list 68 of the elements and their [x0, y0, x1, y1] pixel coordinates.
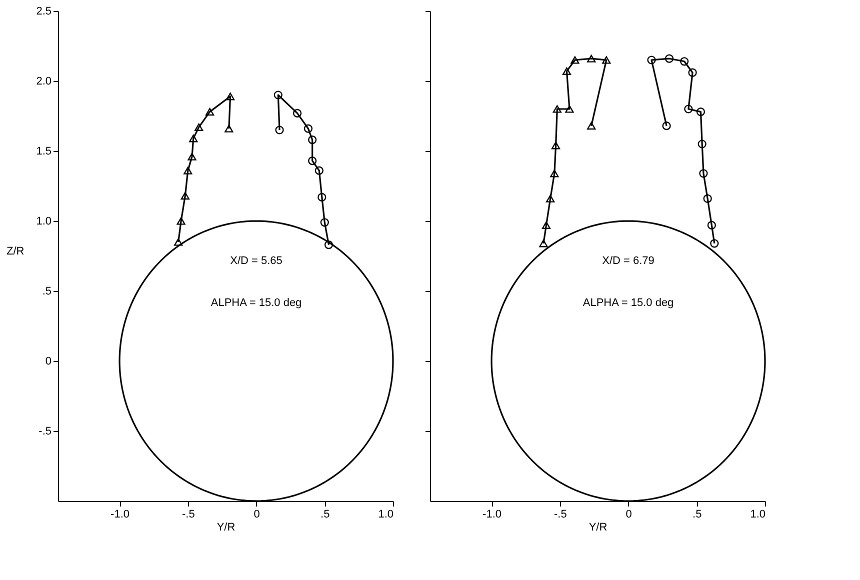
point [698, 140, 706, 148]
y-tick-label: .5 [42, 286, 52, 298]
x-tick-label: 0 [626, 508, 632, 520]
y-tick-label: 0 [45, 356, 52, 368]
point [565, 105, 574, 113]
point [587, 122, 596, 130]
point [176, 217, 186, 225]
point [275, 126, 284, 134]
point [189, 134, 198, 142]
point [696, 108, 706, 116]
point [539, 240, 548, 248]
point [680, 57, 689, 66]
y-tick-label: 2.5 [36, 6, 52, 18]
point [552, 105, 562, 113]
point [274, 90, 282, 100]
point [314, 166, 324, 175]
point [688, 68, 697, 77]
y-axis-title: Z/R [6, 246, 24, 258]
point [320, 218, 329, 227]
x-tick-label: .5 [320, 508, 330, 520]
point [184, 166, 192, 174]
point [308, 156, 317, 166]
point [308, 136, 317, 144]
point [205, 108, 214, 116]
point [292, 108, 302, 118]
point [710, 239, 719, 248]
point [647, 56, 656, 64]
point [546, 194, 555, 202]
point [664, 54, 674, 63]
y-tick-label: 1.0 [36, 216, 52, 228]
x-tick-label: -1.0 [110, 508, 130, 520]
x-tick-label: -1.0 [482, 508, 502, 520]
point [304, 124, 313, 133]
x-axis-title: Y/R [588, 522, 608, 534]
x-tick-label: 1.0 [750, 508, 766, 520]
y-tick-label: -.5 [38, 426, 52, 438]
point [174, 238, 183, 246]
point [699, 169, 708, 178]
y-tick-label: 2.0 [36, 76, 52, 88]
point [180, 192, 190, 200]
point [188, 152, 196, 160]
point [707, 220, 716, 230]
point [570, 56, 580, 64]
point [602, 56, 611, 64]
point [550, 170, 559, 178]
point [542, 221, 551, 230]
point [224, 124, 234, 132]
x-axis-title: Y/R [216, 522, 236, 534]
x-tick-label: .5 [692, 508, 702, 520]
point [324, 240, 334, 250]
y-tick-label: 1.5 [36, 146, 52, 158]
point [562, 67, 572, 76]
point [703, 194, 712, 203]
x-tick-label: -.5 [182, 508, 195, 520]
point [587, 54, 596, 62]
x-tick-label: 0 [254, 508, 260, 520]
point [194, 123, 204, 132]
annotation: ALPHA = 15.0 deg [582, 296, 674, 309]
x-tick-label: 1.0 [378, 508, 394, 520]
point [551, 142, 560, 150]
annotation: X/D = 6.79 [602, 254, 654, 267]
point [684, 104, 693, 114]
x-tick-label: -.5 [554, 508, 567, 520]
annotation: X/D = 5.65 [230, 254, 282, 267]
annotation: ALPHA = 15.0 deg [210, 296, 302, 309]
point [226, 92, 235, 100]
point [662, 122, 671, 130]
point [318, 192, 326, 202]
